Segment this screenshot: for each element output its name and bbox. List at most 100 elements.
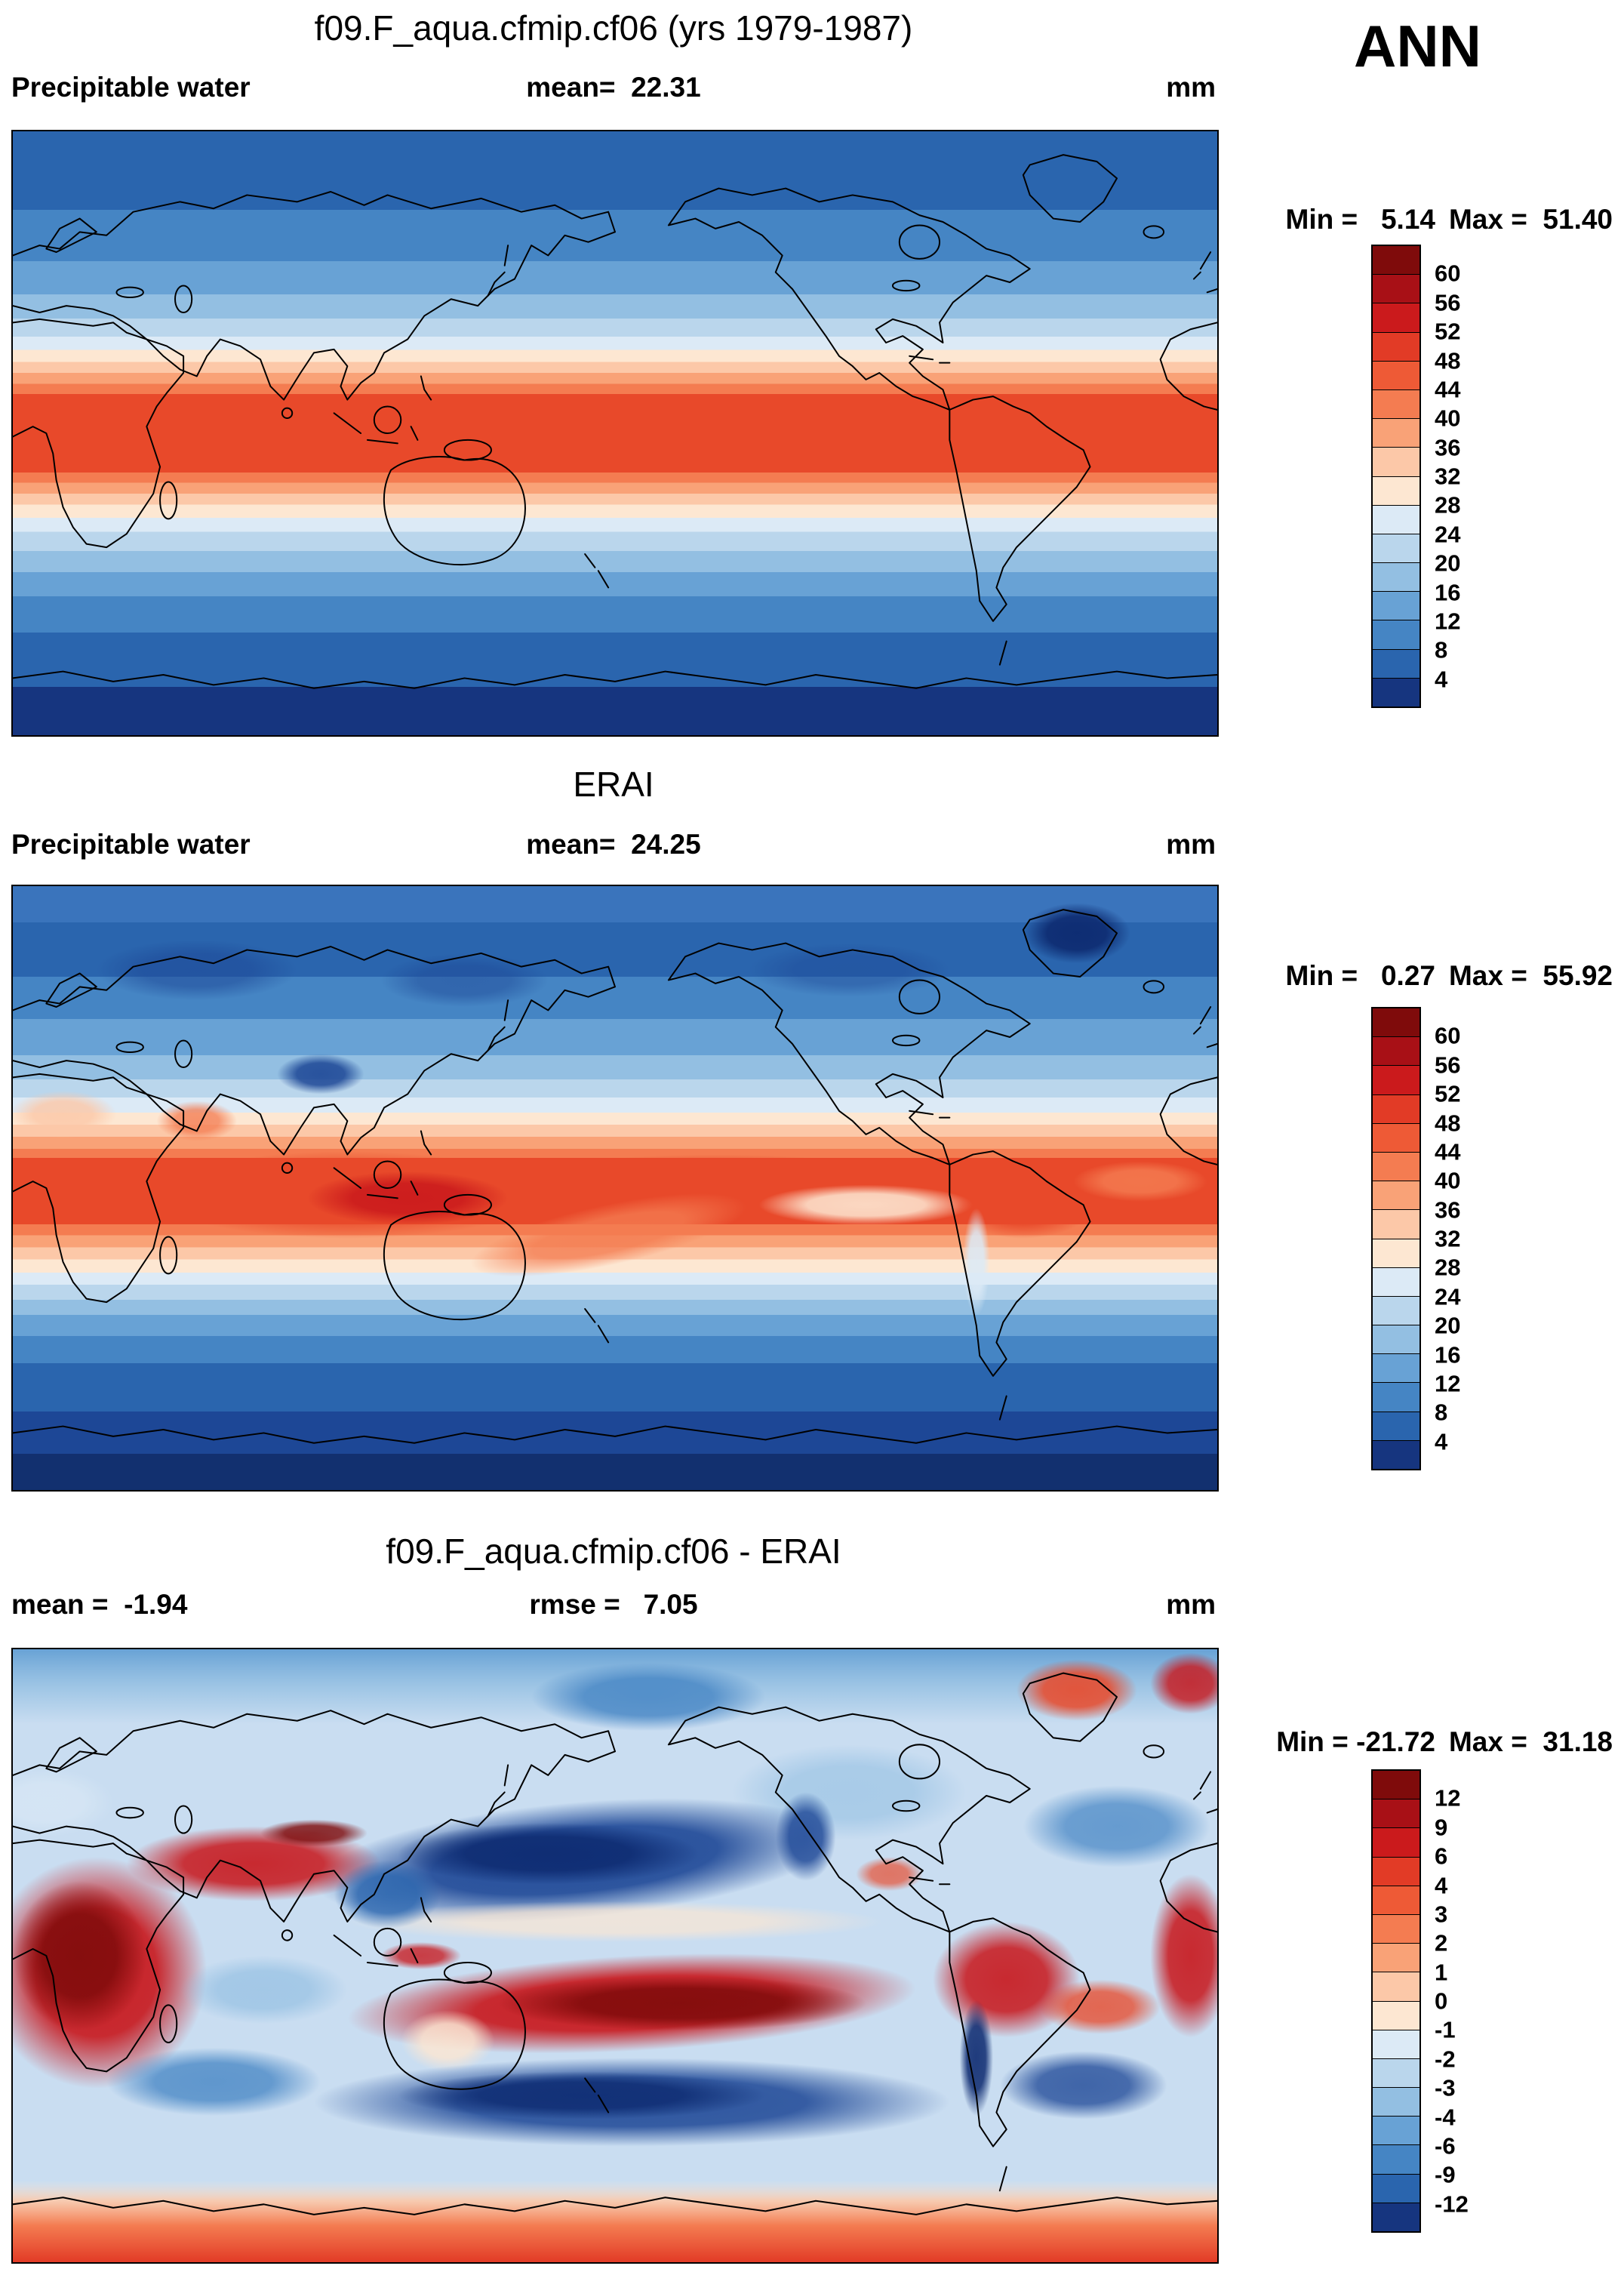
colorbar-cell: [1373, 1239, 1419, 1268]
colorbar-cell: [1373, 1914, 1419, 1944]
colorbar-tick-label: -9: [1435, 2161, 1456, 2188]
colorbar-cell: [1373, 1799, 1419, 1829]
panel3-mean-label: mean = -1.94: [11, 1589, 188, 1620]
colorbar-cell: [1373, 1354, 1419, 1384]
colorbar-cell: [1373, 678, 1419, 707]
colorbar-tick-label: 4: [1435, 666, 1448, 693]
model-map-svg: [13, 131, 1217, 735]
colorbar-tick-label: -1: [1435, 2016, 1456, 2043]
colorbar-cell: [1373, 1037, 1419, 1067]
panel2-max-label: Max = 55.92: [1448, 960, 1613, 991]
colorbar-cell: [1373, 1123, 1419, 1153]
colorbar-cell: [1373, 1944, 1419, 1973]
colorbar-cell: [1373, 1325, 1419, 1355]
colorbar-tick-label: 1: [1435, 1959, 1448, 1986]
panel2-units-label: mm: [1166, 829, 1216, 860]
colorbar-cell: [1373, 2058, 1419, 2089]
colorbar-cell: [1373, 389, 1419, 420]
colorbar-cell: [1373, 332, 1419, 362]
colorbar-cell: [1373, 2001, 1419, 2030]
colorbar-cell: [1373, 476, 1419, 506]
erai-anomaly-blobs: [13, 903, 1207, 1316]
colorbar-cell: [1373, 1440, 1419, 1469]
panel1-header-row: Precipitable water mean= 22.31 mm: [11, 72, 1216, 106]
erai-map-svg: [13, 886, 1217, 1490]
colorbar-cell: [1373, 448, 1419, 477]
model-map: [11, 130, 1219, 737]
colorbar-cell: [1373, 246, 1419, 276]
colorbar-cell: [1373, 1771, 1419, 1800]
colorbar-cells: [1371, 1769, 1421, 2233]
colorbar-cell: [1373, 1383, 1419, 1412]
colorbar-tick-label: 44: [1435, 376, 1461, 403]
panel2-mean-label: mean= 24.25: [526, 829, 701, 860]
colorbar-cell: [1373, 1066, 1419, 1095]
colorbar-cell: [1373, 303, 1419, 333]
colorbar-tick-label: -2: [1435, 2046, 1456, 2073]
colorbar-tick-label: 56: [1435, 1051, 1461, 1079]
colorbar-tick-label: 12: [1435, 1784, 1461, 1812]
panel1-colorbar: 60 56 52 48 44 40 36 32 28 24 20 16 12 8 4: [1371, 245, 1545, 708]
panel1-minmax: Min = 5.14 Max = 51.40: [1254, 172, 1613, 267]
colorbar-cell: [1373, 1886, 1419, 1915]
colorbar-cell: [1373, 1857, 1419, 1886]
colorbar-cell: [1373, 592, 1419, 621]
panel2-min-label: Min = 0.27: [1285, 960, 1435, 991]
colorbar-tick-label: 16: [1435, 579, 1461, 605]
colorbar-cells: [1371, 245, 1421, 708]
erai-map: [11, 885, 1219, 1492]
colorbar-tick-label: -3: [1435, 2074, 1456, 2101]
colorbar-tick-label: 3: [1435, 1901, 1448, 1928]
colorbar-tick-label: 12: [1435, 608, 1461, 635]
colorbar-tick-label: 60: [1435, 260, 1461, 287]
colorbar-tick-label: 28: [1435, 491, 1461, 519]
colorbar-tick-label: 36: [1435, 434, 1461, 461]
panel1-min-label: Min = 5.14: [1285, 204, 1435, 235]
colorbar-cell: [1373, 1296, 1419, 1326]
colorbar-cell: [1373, 2088, 1419, 2117]
model-field: [13, 131, 1217, 735]
panel2-variable-label: Precipitable water: [11, 829, 251, 860]
colorbar-tick-label: 0: [1435, 1987, 1448, 2015]
colorbar-cell: [1373, 649, 1419, 679]
colorbar-tick-label: 20: [1435, 550, 1461, 577]
colorbar-cell: [1373, 1412, 1419, 1441]
colorbar-tick-label: -6: [1435, 2132, 1456, 2160]
colorbar-cell: [1373, 1181, 1419, 1211]
panel3-units-label: mm: [1166, 1589, 1216, 1620]
panel2-colorbar: 60 56 52 48 44 40 36 32 28 24 20 16 12 8 4: [1371, 1007, 1545, 1470]
panel2-minmax: Min = 0.27 Max = 55.92: [1254, 928, 1613, 1024]
colorbar-tick-label: 32: [1435, 1225, 1461, 1252]
colorbar-tick-label: 48: [1435, 1110, 1461, 1136]
colorbar-cell: [1373, 1210, 1419, 1239]
colorbar-cell: [1373, 1152, 1419, 1182]
colorbar-tick-label: -4: [1435, 2104, 1456, 2130]
panel2-header-row: Precipitable water mean= 24.25 mm: [11, 829, 1216, 864]
colorbar-cell: [1373, 534, 1419, 564]
colorbar-cell: [1373, 505, 1419, 534]
panel3-title: f09.F_aqua.cfmip.cf06 - ERAI: [386, 1532, 841, 1571]
colorbar-cell: [1373, 1008, 1419, 1038]
colorbar-tick-label: 60: [1435, 1022, 1461, 1049]
difference-anomaly-blobs: [13, 1649, 1217, 2262]
colorbar-cell: [1373, 419, 1419, 448]
colorbar-cell: [1373, 2145, 1419, 2175]
colorbar-cell: [1373, 2117, 1419, 2146]
difference-map: [11, 1648, 1219, 2264]
colorbar-cell: [1373, 563, 1419, 593]
colorbar-tick-label: 6: [1435, 1843, 1448, 1870]
colorbar-tick-label: 4: [1435, 1428, 1448, 1455]
colorbar-cells: [1371, 1007, 1421, 1470]
panel3-header-row: mean = -1.94 rmse = 7.05 mm: [11, 1589, 1216, 1624]
panel3-minmax: Min = -21.72 Max = 31.18: [1245, 1695, 1613, 1790]
colorbar-tick-label: 16: [1435, 1341, 1461, 1368]
panel3-min-label: Min = -21.72: [1276, 1726, 1435, 1757]
colorbar-cell: [1373, 620, 1419, 650]
panel2-title: ERAI: [573, 765, 654, 804]
colorbar-tick-label: 8: [1435, 1399, 1448, 1426]
panel1-max-label: Max = 51.40: [1448, 204, 1613, 235]
colorbar-tick-label: 20: [1435, 1312, 1461, 1339]
colorbar-cell: [1373, 2174, 1419, 2203]
colorbar-ticks: 12 9 6 4 3 2 1 0 -1 -2 -3 -4 -6 -9 -12: [1435, 1769, 1540, 2233]
